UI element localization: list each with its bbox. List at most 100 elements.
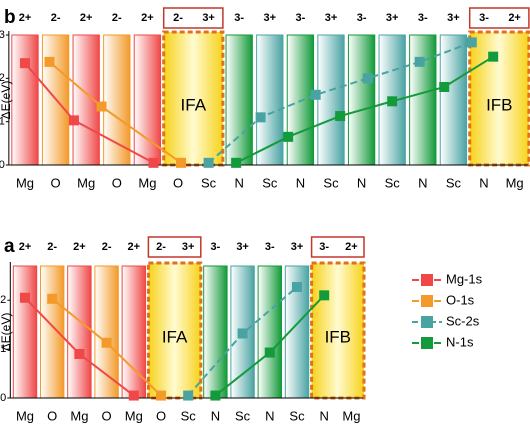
bar	[12, 265, 38, 399]
charge-label: 2+	[128, 241, 141, 253]
x-tick-label: N	[479, 175, 488, 190]
series-line	[235, 55, 494, 164]
x-tick-label: Sc	[181, 408, 197, 423]
x-tick-label: Mg	[342, 408, 360, 423]
x-tick-label: Mg	[16, 175, 34, 190]
y-tick-label: 1	[0, 343, 6, 355]
marker	[414, 56, 425, 67]
y-tick-label: 2	[0, 294, 6, 306]
charge-label: 3-	[357, 12, 367, 24]
marker	[20, 58, 30, 69]
bar	[11, 34, 39, 166]
y-axis-title: ΔE(eV)	[0, 313, 13, 352]
x-tick-label: Sc	[262, 175, 278, 190]
charge-label: 3+	[386, 12, 399, 24]
charge-label: 3-	[296, 12, 306, 24]
legend-marker	[421, 337, 433, 349]
x-tick-label: Sc	[323, 175, 339, 190]
x-tick-label: Mg	[506, 175, 524, 190]
bar	[40, 265, 65, 399]
charge-label: 3+	[447, 12, 460, 24]
interface-region	[310, 261, 366, 400]
x-tick-label: O	[51, 175, 61, 190]
marker	[387, 96, 398, 107]
marker	[292, 282, 302, 293]
marker	[466, 37, 477, 48]
charge-label: 3-	[319, 241, 329, 253]
interface-region	[468, 30, 530, 167]
charge-label: 2-	[47, 241, 57, 253]
marker	[335, 111, 346, 122]
charge-label: 3-	[234, 12, 244, 24]
marker	[310, 89, 321, 100]
charge-box	[162, 7, 224, 29]
y-tick-label: 1	[0, 116, 5, 128]
interface-region	[146, 261, 203, 400]
legend-marker	[421, 274, 433, 286]
charge-label: 2+	[19, 241, 32, 253]
panel-letter: a	[4, 236, 15, 257]
x-tick-label: Sc	[201, 175, 217, 190]
marker	[283, 131, 294, 142]
charge-box	[468, 7, 530, 29]
marker	[128, 390, 139, 401]
legend-label: Mg-1s	[446, 271, 483, 286]
legend-marker	[421, 316, 433, 328]
x-tick-label: Mg	[77, 175, 95, 190]
marker	[439, 82, 450, 92]
x-tick-label: N	[320, 408, 329, 423]
charge-label: 2+	[508, 12, 521, 24]
marker	[176, 157, 187, 168]
charge-label: 3+	[325, 12, 338, 24]
marker	[47, 293, 58, 304]
interface-region	[162, 30, 225, 167]
charge-label: 3+	[202, 12, 215, 24]
charge-label: 2+	[19, 12, 32, 24]
charge-label: 3-	[479, 12, 489, 24]
bar	[203, 265, 228, 399]
marker	[183, 390, 194, 401]
bar	[409, 34, 437, 166]
marker	[362, 73, 373, 84]
x-tick-label: O	[156, 408, 166, 423]
charge-label: 2+	[73, 241, 86, 253]
x-tick-label: O	[173, 175, 183, 190]
x-tick-label: Sc	[385, 175, 401, 190]
charge-label: 3+	[264, 12, 277, 24]
charge-label: 3-	[211, 241, 221, 253]
charge-label: 2+	[345, 241, 358, 253]
marker	[96, 101, 107, 112]
x-tick-label: O	[112, 175, 122, 190]
marker	[488, 51, 499, 62]
legend-marker	[421, 295, 433, 307]
x-tick-label: Mg	[138, 175, 156, 190]
x-tick-label: N	[235, 175, 244, 190]
bar	[103, 34, 131, 166]
x-tick-label: N	[296, 175, 305, 190]
charge-label: 2-	[156, 241, 166, 253]
marker	[68, 115, 79, 126]
marker	[20, 292, 30, 303]
bar	[317, 34, 345, 166]
x-tick-label: N	[418, 175, 427, 190]
x-tick-label: O	[47, 408, 57, 423]
interface-label: IFA	[181, 95, 207, 114]
x-tick-label: O	[102, 408, 112, 423]
x-tick-label: Sc	[235, 408, 251, 423]
interface-label: IFA	[162, 327, 188, 346]
panel-letter: b	[4, 7, 16, 28]
legend-label: Sc-2s	[446, 313, 480, 328]
bar	[257, 265, 282, 399]
bar	[256, 34, 284, 166]
series-line	[207, 41, 473, 164]
y-tick-label: 2	[0, 72, 5, 84]
marker	[237, 328, 248, 339]
x-tick-label: Mg	[16, 408, 34, 423]
charge-label: 2-	[102, 241, 112, 253]
marker	[44, 56, 55, 67]
legend-label: N-1s	[446, 334, 474, 349]
bar	[94, 265, 119, 399]
x-tick-label: N	[211, 408, 220, 423]
charge-label: 3-	[418, 12, 428, 24]
